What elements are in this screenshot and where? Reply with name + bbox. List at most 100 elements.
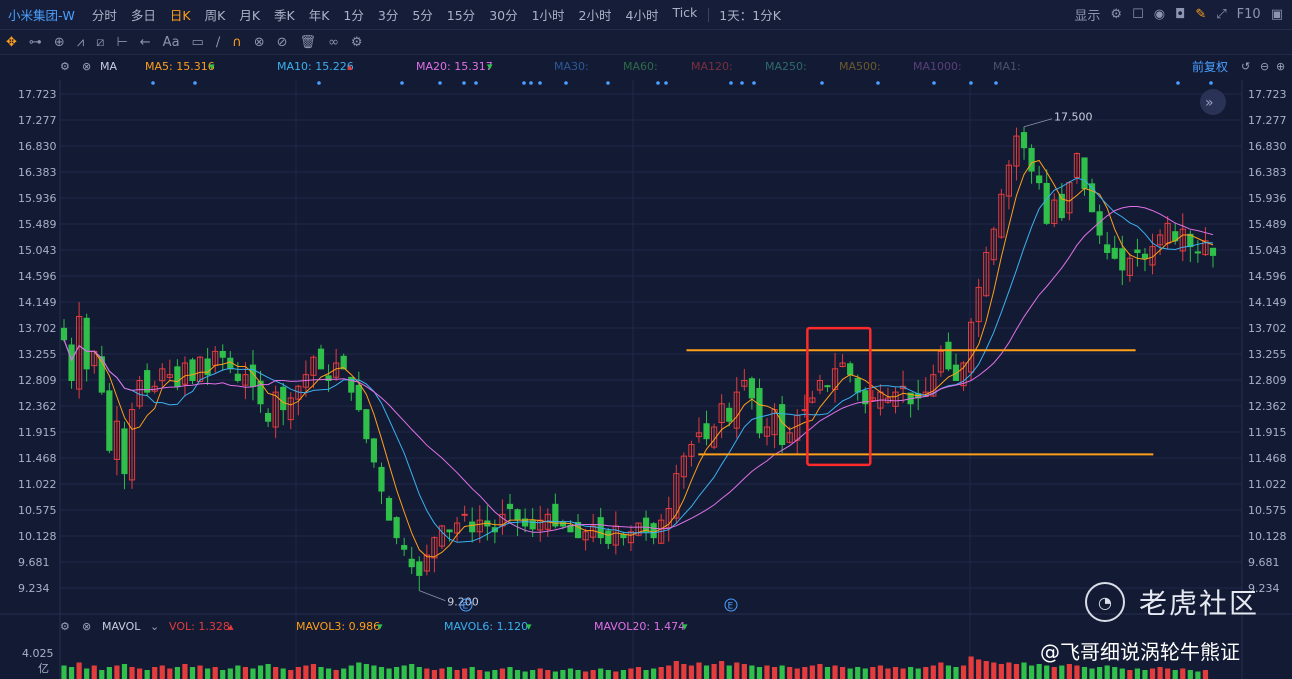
candle-body [355,384,362,411]
y-tick-label-left: 13.255 [18,348,57,361]
timeframe-tab[interactable]: Tick [672,5,698,20]
candle-body [695,432,703,438]
candle-body [990,228,997,261]
volume-bar [726,665,732,679]
candle-body [60,327,68,341]
timeframe-tab[interactable]: 15分 [446,8,476,23]
signal-dot [462,81,466,85]
undo-icon[interactable]: ↺ [1241,60,1251,73]
square-icon[interactable]: ☐ [1132,7,1144,22]
volume-bar [1172,670,1178,679]
ma20-line [63,206,1214,533]
mavol20-value: MAVOL20: 1.474 [594,620,686,633]
volume-bar [1059,665,1065,679]
settings-icon[interactable]: ⚙ [350,34,363,50]
gear-icon[interactable]: ⚙ [60,620,70,633]
volume-bar [711,664,717,679]
candle-body [438,525,446,547]
trash-icon[interactable]: 🗑 [299,34,317,50]
camera-icon[interactable]: ◘ [1175,7,1186,22]
timeframe-tab[interactable]: 4小时 [625,8,659,23]
y-tick-label-right: 16.383 [1248,166,1287,179]
y-tick-label-right: 9.234 [1248,582,1280,595]
y-tick-label-right: 15.936 [1248,192,1287,205]
adjust-button[interactable]: 前复权 [1192,60,1229,74]
y-tick-label-left: 16.830 [18,140,57,153]
timeframe-tab[interactable]: 5分 [412,8,433,23]
volume-bar [756,667,763,679]
timeframe-tab[interactable]: 3分 [377,8,399,23]
candle-body [128,409,136,481]
volume-bar [567,668,574,679]
panel-icon[interactable]: ▣ [1270,7,1283,22]
mavol-label[interactable]: MAVOL [102,620,141,633]
timeframe-tab[interactable]: 多日 [130,8,156,23]
lock-icon[interactable]: ⊗ [253,34,265,50]
close-icon[interactable]: ⊗ [82,620,92,633]
candle-body [726,407,733,422]
candle-body [650,523,657,539]
timeframe-tab[interactable]: 分时 [91,8,117,23]
volume-bar [1081,667,1088,679]
volume-bar [749,665,755,679]
ma-label[interactable]: MA [100,60,118,73]
timeframe-tab[interactable]: 日K [169,8,191,23]
y-tick-label-right: 10.575 [1248,504,1287,517]
eye-icon[interactable]: ◉ [1153,7,1166,22]
display-button[interactable]: 显示 [1074,9,1101,24]
signal-dot [664,81,668,85]
mode-selector[interactable]: 1天：1分K [719,8,781,23]
comment-tool-icon[interactable]: ▭ [191,34,204,50]
volume-bar [1089,668,1095,679]
candle-body [1156,234,1164,246]
candle-body [113,420,121,460]
line-tool-icon[interactable]: ⊶ [28,34,42,50]
text-tool-icon[interactable]: Aa [162,34,180,50]
timeframe-tab[interactable]: 年K [308,8,330,23]
candle-body [952,364,960,381]
hide-icon[interactable]: ⊘ [276,34,288,50]
timeframe-tab[interactable]: 30分 [489,8,518,23]
zoom-in-icon[interactable]: ⊕ [1276,60,1286,73]
measure-tool-icon[interactable]: ⊢ [116,34,128,50]
pattern-tool-icon[interactable]: ⊕ [53,34,65,50]
fullscreen-icon[interactable]: ⤢ [1216,7,1227,22]
volume-bar [908,667,914,679]
y-tick-label-right: 16.830 [1248,140,1287,153]
gear-icon[interactable]: ⚙ [1110,7,1123,22]
signal-dot [969,81,973,85]
close-icon[interactable]: ⊗ [82,60,92,73]
candle-body [370,438,378,463]
y-tick-label-left: 9.234 [18,582,50,595]
gear-icon[interactable]: ⚙ [60,60,70,73]
pencil-icon[interactable]: ∕ [215,34,221,50]
timeframe-tab[interactable]: 2小时 [578,8,612,23]
crosshair-icon[interactable]: ✥ [6,34,17,50]
candle-body [121,428,128,475]
f10-button[interactable]: F10 [1236,7,1261,22]
ma5-value: MA5: 15.316 [145,60,215,73]
ma20-value: MA20: 15.317 [416,60,493,73]
timeframe-tab[interactable]: 季K [274,8,295,23]
candle-body [1020,132,1028,149]
timeframe-tab[interactable]: 月K [239,8,261,23]
candle-body [1111,247,1118,259]
timeframe-tab[interactable]: 1小时 [531,8,565,23]
volume-bar [129,667,135,679]
candle-body [968,321,975,373]
candle-body [635,522,642,536]
channel-tool-icon[interactable]: ⧄ [96,34,105,50]
brush-icon[interactable]: ✎ [1195,7,1207,22]
timeframe-tab[interactable]: 1分 [343,8,364,23]
volume-bar [968,656,974,679]
wave-tool-icon[interactable]: ⩘ [76,34,85,50]
chevron-down-icon[interactable]: ⌄ [150,620,160,633]
arrow-tool-icon[interactable]: ← [139,34,151,50]
magnet-icon[interactable]: ∩ [232,34,242,50]
timeframe-tab[interactable]: 周K [204,8,226,23]
link-icon[interactable]: ∞ [328,34,339,50]
stock-name[interactable]: 小米集团-W [8,8,75,23]
volume-bar [61,665,67,679]
zoom-out-icon[interactable]: ⊖ [1260,60,1270,73]
